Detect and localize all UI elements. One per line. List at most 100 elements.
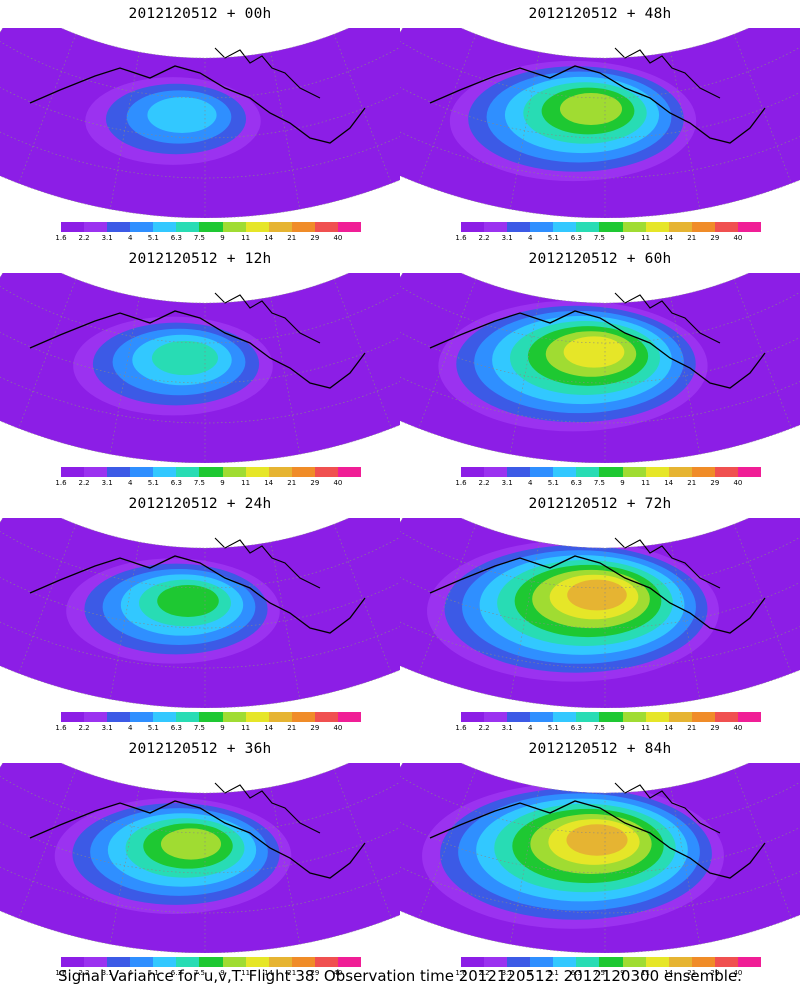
colorbar-tick-label: 1.6	[455, 724, 467, 732]
colorbar-swatch	[337, 712, 362, 722]
colorbar-tick-label: 3.1	[101, 234, 113, 242]
colorbar-swatch	[61, 712, 85, 722]
colorbar-tick-label: 29	[310, 234, 320, 242]
colorbar-swatch	[507, 712, 531, 722]
longitude-line	[109, 786, 140, 945]
colorbar-tick-label: 14	[264, 724, 274, 732]
map-boundary	[0, 273, 400, 463]
coastline	[614, 292, 721, 344]
colorbar-swatch	[337, 222, 362, 232]
variance-contour	[563, 336, 625, 368]
colorbar-swatch	[61, 222, 85, 232]
colorbar-tick-label: 7.5	[593, 969, 606, 977]
colorbar-swatch	[714, 957, 738, 967]
colorbar-swatch	[645, 712, 669, 722]
colorbar-tick-label: 14	[664, 479, 674, 487]
map-panel: 2012120512 + 12h 1.6 2.2 3.1 4 5.1 6.3 7.5 9 11 14…	[0, 245, 400, 490]
longitude-line	[418, 768, 477, 919]
colorbar-tick-label: 4	[527, 234, 533, 242]
colorbar-tick-label: 11	[241, 234, 251, 242]
map-panel: 2012120512 + 48h 1.6 2.2 3.1 4 5.1 6.3 7.5 9 11 14…	[400, 0, 800, 245]
colorbar-tick-label: 21	[287, 479, 297, 487]
colorbar-swatch	[314, 712, 338, 722]
colorbar-swatch	[507, 222, 531, 232]
colorbar-swatch	[553, 957, 577, 967]
colorbar-swatch	[691, 957, 715, 967]
latitude-line	[400, 86, 800, 139]
colorbar-swatch	[737, 957, 762, 967]
colorbar-swatch	[714, 222, 738, 232]
panel-title: 2012120512 + 60h	[528, 251, 672, 267]
latitude-line	[400, 576, 800, 629]
longitude-line	[270, 51, 301, 210]
longitude-line	[670, 541, 701, 700]
longitude-line	[509, 51, 540, 210]
colorbar-swatch	[645, 957, 669, 967]
variance-contour	[147, 97, 217, 133]
colorbar-tick-label: 21	[287, 969, 297, 977]
coastline	[614, 782, 721, 834]
colorbar-tick-label: 6.3	[570, 969, 582, 977]
colorbar-labels: 1.6 2.2 3.1 4 5.1 6.3 7.5 9 11 14 21 29 40	[455, 479, 761, 489]
colorbar-tick-label: 2.2	[78, 724, 90, 732]
colorbar-tick-label: 3.1	[501, 724, 513, 732]
variance-contour	[160, 828, 222, 860]
colorbar	[61, 712, 362, 722]
colorbar-swatch	[691, 712, 715, 722]
colorbar-tick-label: 5.1	[547, 969, 559, 977]
longitude-line	[18, 523, 77, 674]
colorbar-tick-label: 4	[127, 969, 133, 977]
map-boundary	[0, 28, 400, 218]
colorbar-swatch	[530, 712, 554, 722]
latitude-line	[0, 86, 400, 139]
colorbar-swatch	[737, 467, 762, 477]
colorbar-tick-label: 9	[620, 969, 625, 977]
map-boundary	[400, 518, 800, 708]
colorbar-tick-label: 3.1	[101, 724, 113, 732]
longitude-line	[509, 541, 540, 700]
variance-map	[0, 28, 400, 218]
map-panel: 2012120512 + 36h 1.6 2.2 3.1 4 5.1 6.3 7.5 9 11 14…	[0, 735, 400, 980]
coastline	[429, 555, 766, 634]
colorbar-tick-label: 6.3	[170, 234, 182, 242]
colorbar-swatch	[84, 467, 108, 477]
colorbar-tick-label: 9	[220, 234, 225, 242]
colorbar-tick-label: 5.1	[547, 724, 559, 732]
colorbar-swatch	[622, 222, 646, 232]
colorbar-swatch	[268, 222, 292, 232]
colorbar-tick-label: 9	[620, 234, 625, 242]
colorbar-swatch	[107, 222, 131, 232]
coastline	[429, 65, 766, 144]
variance-map	[0, 518, 400, 708]
colorbar-tick-label: 5.1	[147, 969, 159, 977]
colorbar-swatch	[714, 467, 738, 477]
longitude-line	[109, 51, 140, 210]
colorbar-tick-label: 5.1	[147, 234, 159, 242]
colorbar-swatch	[337, 467, 362, 477]
longitude-line	[109, 296, 140, 455]
coastline	[29, 310, 366, 389]
colorbar-swatch	[107, 957, 131, 967]
colorbar-swatch	[553, 712, 577, 722]
colorbar-swatch	[668, 957, 692, 967]
colorbar-tick-label: 21	[687, 234, 697, 242]
longitude-line	[670, 51, 701, 210]
coastline	[429, 310, 766, 389]
colorbar-swatch	[691, 467, 715, 477]
colorbar-tick-label: 7.5	[193, 234, 206, 242]
colorbar-tick-label: 1.6	[455, 479, 467, 487]
colorbar-swatch	[622, 957, 646, 967]
panel-title: 2012120512 + 12h	[128, 251, 272, 267]
colorbar-tick-label: 4	[127, 234, 133, 242]
latitude-line	[400, 776, 800, 834]
colorbar-swatch	[268, 467, 292, 477]
colorbar-tick-label: 2.2	[78, 234, 90, 242]
colorbar-swatch	[484, 957, 508, 967]
map-boundary	[400, 763, 800, 953]
coastline	[214, 782, 321, 834]
longitude-line	[333, 33, 392, 184]
colorbar-swatch	[461, 222, 485, 232]
longitude-line	[270, 296, 301, 455]
longitude-line	[333, 768, 392, 919]
colorbar-swatch	[668, 222, 692, 232]
